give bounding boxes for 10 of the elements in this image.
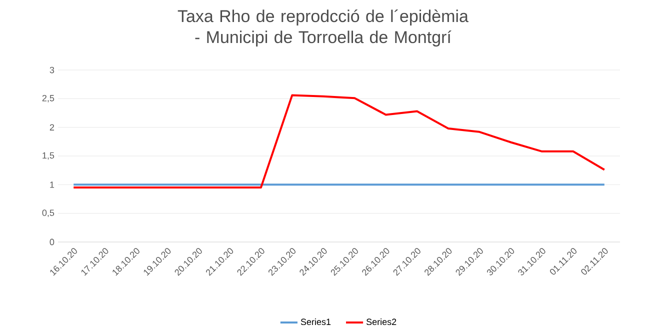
y-tick-label: 3 xyxy=(50,66,54,74)
y-tick-label: 1,5 xyxy=(42,152,54,160)
y-tick-label: 0,5 xyxy=(42,210,54,218)
y-tick-label: 0 xyxy=(50,238,54,246)
legend-label: Series1 xyxy=(300,318,331,326)
y-tick-label: 1 xyxy=(50,182,54,188)
y-tick-label: 2 xyxy=(50,124,54,130)
chart-title: Taxa Rho de reprodcció de l´epidèmia - Municipi de Torroella de Montgrí xyxy=(178,9,468,47)
legend-label: Series2 xyxy=(366,318,396,326)
y-tick-label: 2,5 xyxy=(42,94,54,102)
